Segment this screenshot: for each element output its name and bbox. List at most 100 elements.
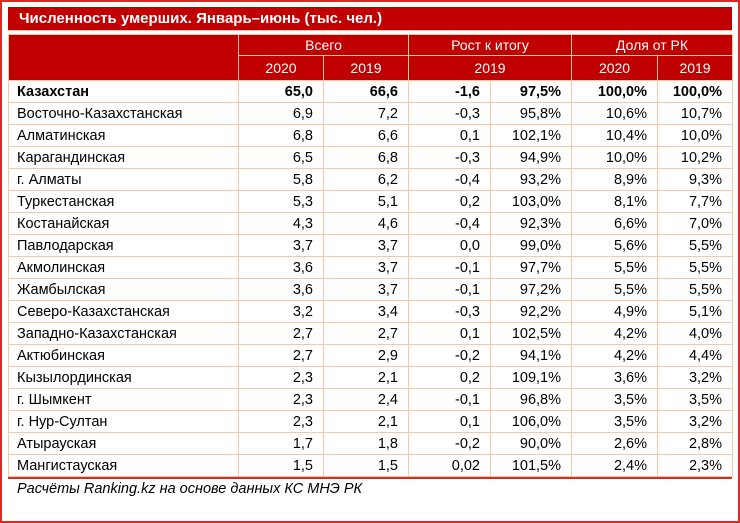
growth-pct-cell: 101,5%: [489, 454, 573, 477]
growth-pct-cell: 97,5%: [489, 80, 573, 103]
region-name-cell: г. Нур-Султан: [8, 410, 239, 433]
growth-abs-cell: 0,1: [408, 124, 491, 147]
total-2020-cell: 6,5: [238, 146, 324, 169]
share-2019-cell: 10,7%: [657, 102, 734, 125]
total-2020-cell: 3,7: [238, 234, 324, 257]
col-header-share-2020: 2020: [571, 55, 659, 81]
share-2020-cell: 5,5%: [571, 278, 659, 301]
region-name-cell: Актюбинская: [8, 344, 239, 367]
region-name-cell: г. Алматы: [8, 168, 239, 191]
growth-pct-cell: 103,0%: [489, 190, 573, 213]
total-2019-cell: 6,8: [323, 146, 409, 169]
total-2020-cell: 2,7: [238, 322, 324, 345]
region-name-cell: Кызылординская: [8, 366, 239, 389]
table-row: Казахстан 65,0 66,6 -1,6 97,5% 100,0% 10…: [8, 80, 734, 103]
region-name-cell: Восточно-Казахстанская: [8, 102, 239, 125]
col-header-share-2019: 2019: [657, 55, 734, 81]
total-2020-cell: 3,6: [238, 256, 324, 279]
growth-pct-cell: 94,9%: [489, 146, 573, 169]
growth-abs-cell: 0,02: [408, 454, 491, 477]
table-row: Западно-Казахстанская 2,7 2,7 0,1 102,5%…: [8, 322, 734, 345]
table-row: Жамбылская 3,6 3,7 -0,1 97,2% 5,5% 5,5%: [8, 278, 734, 301]
total-2020-cell: 5,8: [238, 168, 324, 191]
table-row: Карагандинская 6,5 6,8 -0,3 94,9% 10,0% …: [8, 146, 734, 169]
growth-pct-cell: 97,7%: [489, 256, 573, 279]
share-2019-cell: 3,2%: [657, 366, 734, 389]
region-name-cell: Костанайская: [8, 212, 239, 235]
share-2019-cell: 7,0%: [657, 212, 734, 235]
total-2019-cell: 1,5: [323, 454, 409, 477]
total-2019-cell: 2,4: [323, 388, 409, 411]
total-2020-cell: 2,3: [238, 410, 324, 433]
table-row: г. Шымкент 2,3 2,4 -0,1 96,8% 3,5% 3,5%: [8, 388, 734, 411]
growth-pct-cell: 102,1%: [489, 124, 573, 147]
total-2020-cell: 2,3: [238, 366, 324, 389]
growth-abs-cell: -1,6: [408, 80, 491, 103]
total-2020-cell: 5,3: [238, 190, 324, 213]
table-row: Восточно-Казахстанская 6,9 7,2 -0,3 95,8…: [8, 102, 734, 125]
total-2019-cell: 2,9: [323, 344, 409, 367]
table-row: Северо-Казахстанская 3,2 3,4 -0,3 92,2% …: [8, 300, 734, 323]
table-body: Казахстан 65,0 66,6 -1,6 97,5% 100,0% 10…: [8, 80, 734, 477]
total-2019-cell: 3,7: [323, 234, 409, 257]
table-row: Акмолинская 3,6 3,7 -0,1 97,7% 5,5% 5,5%: [8, 256, 734, 279]
share-2019-cell: 5,5%: [657, 278, 734, 301]
total-2020-cell: 3,6: [238, 278, 324, 301]
table-header: Всего Рост к итогу Доля от РК 2020 2019 …: [8, 34, 734, 81]
table-row: Актюбинская 2,7 2,9 -0,2 94,1% 4,2% 4,4%: [8, 344, 734, 367]
growth-abs-cell: -0,4: [408, 168, 491, 191]
total-2020-cell: 2,7: [238, 344, 324, 367]
table-row: Павлодарская 3,7 3,7 0,0 99,0% 5,6% 5,5%: [8, 234, 734, 257]
share-2020-cell: 10,4%: [571, 124, 659, 147]
share-2020-cell: 6,6%: [571, 212, 659, 235]
share-2020-cell: 5,5%: [571, 256, 659, 279]
growth-abs-cell: -0,1: [408, 388, 491, 411]
share-2019-cell: 5,5%: [657, 256, 734, 279]
total-2020-cell: 1,5: [238, 454, 324, 477]
growth-pct-cell: 90,0%: [489, 432, 573, 455]
col-group-growth: Рост к итогу: [407, 34, 573, 56]
total-2020-cell: 1,7: [238, 432, 324, 455]
deaths-table: Всего Рост к итогу Доля от РК 2020 2019 …: [8, 34, 734, 477]
table-row: Алматинская 6,8 6,6 0,1 102,1% 10,4% 10,…: [8, 124, 734, 147]
total-2019-cell: 5,1: [323, 190, 409, 213]
table-row: Кызылординская 2,3 2,1 0,2 109,1% 3,6% 3…: [8, 366, 734, 389]
table-row: Костанайская 4,3 4,6 -0,4 92,3% 6,6% 7,0…: [8, 212, 734, 235]
total-2019-cell: 3,7: [323, 278, 409, 301]
total-2019-cell: 1,8: [323, 432, 409, 455]
table-row: Атырауская 1,7 1,8 -0,2 90,0% 2,6% 2,8%: [8, 432, 734, 455]
growth-pct-cell: 96,8%: [489, 388, 573, 411]
total-2019-cell: 7,2: [323, 102, 409, 125]
total-2020-cell: 6,9: [238, 102, 324, 125]
table-row: Туркестанская 5,3 5,1 0,2 103,0% 8,1% 7,…: [8, 190, 734, 213]
growth-pct-cell: 99,0%: [489, 234, 573, 257]
region-name-cell: Павлодарская: [8, 234, 239, 257]
total-2020-cell: 65,0: [238, 80, 324, 103]
growth-abs-cell: -0,2: [408, 344, 491, 367]
growth-pct-cell: 97,2%: [489, 278, 573, 301]
growth-abs-cell: 0,0: [408, 234, 491, 257]
share-2020-cell: 100,0%: [571, 80, 659, 103]
total-2020-cell: 4,3: [238, 212, 324, 235]
share-2020-cell: 8,9%: [571, 168, 659, 191]
share-2019-cell: 2,3%: [657, 454, 734, 477]
share-2019-cell: 3,5%: [657, 388, 734, 411]
region-name-cell: Алматинская: [8, 124, 239, 147]
share-2019-cell: 100,0%: [657, 80, 734, 103]
source-note: Расчёты Ranking.kz на основе данных КС М…: [8, 477, 732, 498]
growth-abs-cell: -0,4: [408, 212, 491, 235]
col-group-total: Всего: [238, 34, 409, 56]
share-2019-cell: 2,8%: [657, 432, 734, 455]
growth-abs-cell: -0,3: [408, 300, 491, 323]
share-2019-cell: 7,7%: [657, 190, 734, 213]
growth-pct-cell: 93,2%: [489, 168, 573, 191]
table-row: г. Алматы 5,8 6,2 -0,4 93,2% 8,9% 9,3%: [8, 168, 734, 191]
total-2019-cell: 6,6: [323, 124, 409, 147]
share-2020-cell: 2,4%: [571, 454, 659, 477]
share-2020-cell: 4,2%: [571, 344, 659, 367]
total-2019-cell: 2,7: [323, 322, 409, 345]
total-2020-cell: 2,3: [238, 388, 324, 411]
share-2019-cell: 5,1%: [657, 300, 734, 323]
total-2020-cell: 3,2: [238, 300, 324, 323]
